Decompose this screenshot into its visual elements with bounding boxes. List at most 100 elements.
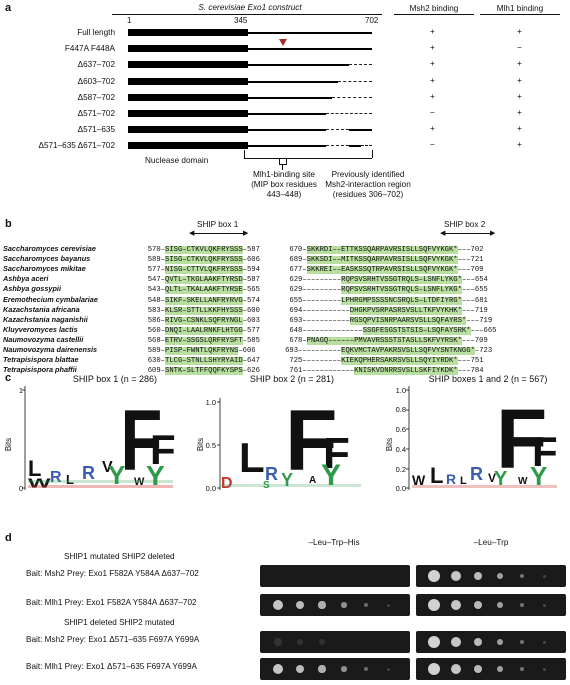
selective-plate	[260, 565, 410, 587]
box1-start: 568–	[147, 336, 165, 345]
construct-name: F447A F448A	[64, 44, 115, 54]
box2-gap: –––––––––	[302, 347, 342, 355]
box1-start: 589–	[147, 256, 165, 265]
yeast-spot	[363, 602, 369, 608]
box1-start: 570–	[147, 246, 165, 254]
yeast-spot	[296, 638, 304, 646]
box2-end: –––784	[457, 367, 484, 376]
mlh1-binding-result: +	[517, 91, 522, 101]
pos-702: 702	[365, 16, 379, 25]
svg-text:Y: Y	[530, 461, 547, 491]
box2-sequence: KNISKVDNRRSVSLLSKFIYKDK*	[354, 367, 458, 376]
yeast-spot	[474, 601, 482, 609]
species-name: Kazachstania naganishii	[3, 314, 88, 324]
nuclease-domain-bar	[128, 61, 248, 69]
construct-name: Full length	[77, 28, 115, 37]
box1-sequence: PISP–FWNTLQKFRYNS	[165, 347, 239, 355]
box1-sequence: TLCG–STNLLSHYRYAID	[165, 357, 243, 366]
box1-start: 547–	[147, 276, 165, 285]
nuclease-domain-bar	[128, 45, 248, 53]
box1-end: –587	[242, 276, 260, 285]
yeast-spot	[272, 663, 284, 675]
box1-end: –577	[242, 326, 260, 335]
box2-gap: ––––––––	[306, 286, 342, 295]
alignment-row: Naumovozyma dairenensis 589–PISP–FWNTLQKF…	[3, 339, 492, 357]
svg-text:V: V	[102, 459, 113, 476]
alignment-row: Saccharomyces mikitae 577–NISG–CTTVLQKFRY…	[3, 258, 484, 276]
svg-text:L: L	[430, 463, 443, 488]
yeast-spot	[341, 602, 347, 608]
box1-end: –603	[242, 316, 260, 325]
mlh1-binding-header: Mlh1 binding	[496, 4, 544, 13]
control-plate	[416, 594, 566, 616]
title-rule	[112, 14, 382, 15]
construct-name: Δ603–702	[77, 76, 115, 86]
medium2-header: –Leu–Trp	[473, 538, 509, 547]
mip-label: Mlh1-binding site (MIP box residues 443–…	[244, 170, 324, 200]
svg-text:L: L	[460, 475, 467, 487]
box2-start: 694–	[289, 306, 307, 315]
c-terminal-bar	[247, 129, 327, 132]
box1-start: 630–	[147, 357, 165, 366]
yeast-spot	[428, 570, 440, 582]
construct-name: Δ571–702	[77, 109, 115, 118]
y2h-row-label: Bait: Msh2 Prey: Exo1 F582A Y584A Δ637–7…	[26, 569, 199, 578]
species-name: Kazachstania africana	[3, 304, 80, 314]
nuclease-domain-bar	[128, 93, 248, 101]
selective-plate	[260, 594, 410, 616]
box2-end: –––751	[457, 357, 484, 366]
logo3-graphic: W L R L R V F Y W F Y	[406, 386, 558, 491]
c-terminal-bar	[247, 96, 332, 99]
svg-text:S: S	[263, 480, 270, 491]
species-name: Tetrapisispora blattae	[3, 355, 79, 365]
c-terminal-bar	[247, 145, 327, 148]
yeast-spot	[318, 665, 326, 673]
msh2-binding-result: +	[430, 43, 435, 53]
yeast-spot	[542, 640, 546, 644]
control-plate	[416, 565, 566, 587]
mip-line3: 443–448)	[266, 190, 302, 199]
svg-text:F: F	[323, 429, 350, 478]
species-name: Naumovozyma castellii	[3, 334, 84, 344]
deleted-region	[326, 129, 349, 131]
logo1-tick-1: 1	[18, 386, 23, 395]
yeast-spot	[318, 601, 326, 609]
box1-end: –647	[242, 357, 260, 366]
box1-end: –587	[242, 246, 260, 254]
alignment-row: Saccharomyces bayanus 589–SISG–CTKVLQKFRY…	[3, 248, 484, 266]
svg-text:L: L	[66, 472, 74, 487]
box1-sequence: QLTL–TKALAAKFTYRSE	[165, 286, 243, 295]
f447a-mutation-marker	[279, 39, 288, 47]
msh2-binding-result: +	[430, 59, 435, 69]
alignment-row: Ashbya gossypii 543–QLTL–TKALAAKFTYRSE–56…	[3, 278, 488, 296]
species-name: Saccharomyces mikitae	[3, 264, 86, 274]
ship-box1-label: SHIP box 1	[197, 220, 239, 229]
yeast-spot	[451, 571, 461, 581]
box2-sequence: LPHRGMPSSSSNCSRQLS–LTDFIYRG*	[341, 296, 462, 305]
svg-text:W: W	[28, 476, 52, 491]
species-name: Naumovozyma dairenensis	[3, 345, 98, 354]
yeast-spot	[542, 667, 546, 671]
box2-end: –––665	[470, 326, 497, 335]
selective-plate	[260, 658, 410, 680]
box2-start: 655–	[289, 296, 307, 305]
box2-end: –––681	[461, 296, 488, 305]
box1-sequence: DNQI–LAALRNKFLHTGG	[165, 326, 243, 335]
msh2-rule	[394, 14, 474, 15]
species-name: Ashbya aceri	[3, 274, 49, 284]
alignment-row: Kazachstania africana 583–KLSR–STTLLKKFHY…	[3, 299, 488, 317]
box2-sequence: SKKRDI––ETTKSSQARPAVRSISLLSQFVYKGK*	[306, 246, 458, 254]
box1-start: 609–	[147, 367, 165, 376]
logo2-graphic: D L R S F Y A F Y	[217, 393, 361, 492]
y2h-row-label: Bait: Mlh1 Prey: Exo1 Δ571–635 F697A Y69…	[26, 662, 197, 671]
box2-start: 693–	[289, 316, 307, 325]
logo3-tick-04: 0.4	[395, 445, 406, 454]
box1-end: –600	[242, 306, 260, 315]
box2-end: –––654	[461, 276, 488, 285]
box2-end: –723	[474, 347, 493, 355]
box1-start: 548–	[147, 296, 165, 305]
box1-end: –574	[242, 296, 260, 305]
logo1-tick-0: 0	[18, 484, 23, 493]
yeast-spot	[497, 573, 503, 579]
c-terminal-bar	[348, 129, 372, 132]
